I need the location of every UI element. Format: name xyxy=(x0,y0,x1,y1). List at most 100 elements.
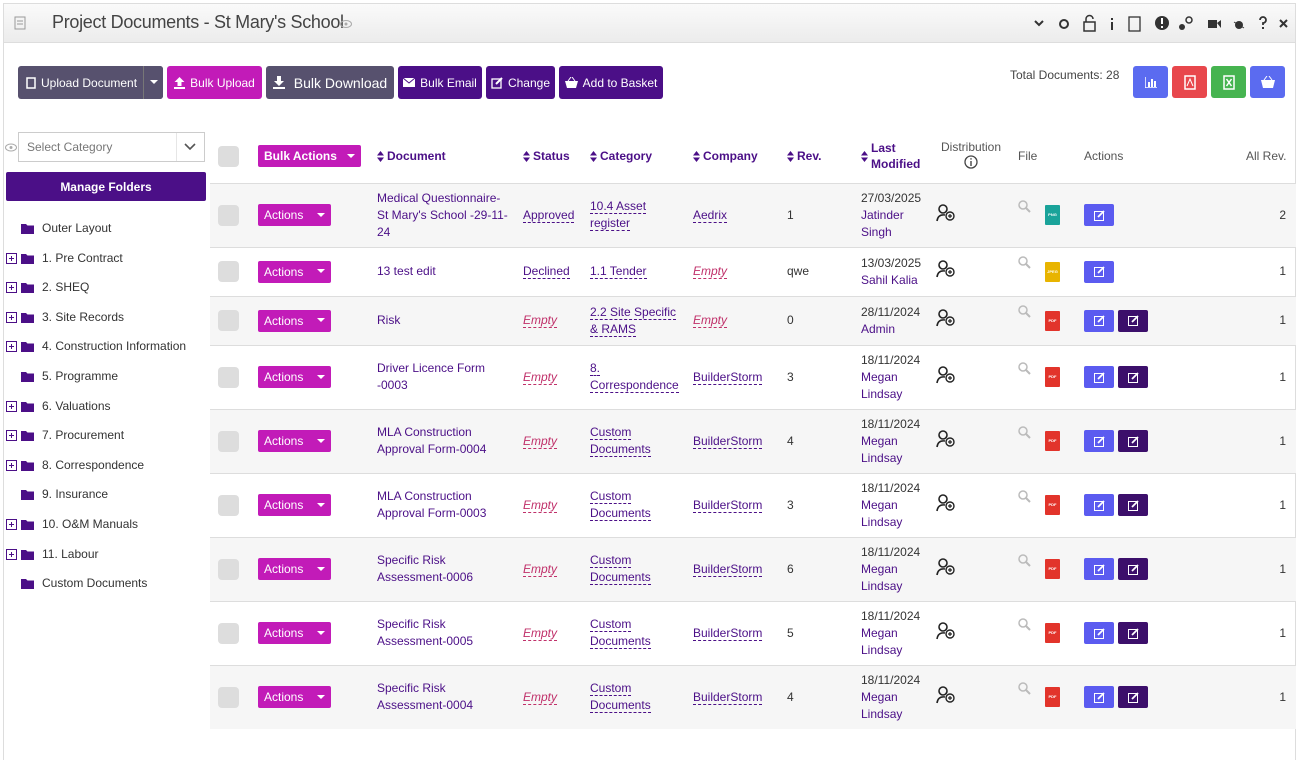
edit-button[interactable] xyxy=(1084,494,1114,516)
header-label[interactable]: Last Modified xyxy=(871,141,921,172)
actions-button[interactable]: Actions xyxy=(258,494,332,516)
company-value[interactable]: Aedrix xyxy=(693,207,728,223)
category-link[interactable]: 10.4 Asset register xyxy=(590,199,647,231)
category-link[interactable]: Custom Documents xyxy=(590,617,651,649)
edit-button[interactable] xyxy=(1084,686,1114,708)
status-value[interactable]: Empty xyxy=(523,433,558,449)
folder-item[interactable]: Outer Layout xyxy=(0,214,210,244)
status-value[interactable]: Approved xyxy=(523,207,575,223)
revise-button[interactable] xyxy=(1118,366,1148,388)
actions-button[interactable]: Actions xyxy=(258,366,332,388)
category-link[interactable]: Custom Documents xyxy=(590,489,651,521)
category-select[interactable]: Select Category xyxy=(18,132,205,162)
revise-button[interactable] xyxy=(1118,686,1148,708)
select-all-checkbox[interactable] xyxy=(218,145,239,167)
edit-button[interactable] xyxy=(1084,366,1114,388)
actions-button[interactable]: Actions xyxy=(258,558,332,580)
folder-item[interactable]: 8. Correspondence xyxy=(0,451,210,481)
distribution-icon[interactable] xyxy=(936,429,956,451)
actions-button[interactable]: Actions xyxy=(258,204,332,226)
header-label[interactable]: Document xyxy=(387,148,446,163)
category-link[interactable]: 2.2 Site Specific & RAMS xyxy=(590,304,677,337)
bulk-email-button[interactable]: Bulk Email xyxy=(398,66,482,99)
status-value[interactable]: Declined xyxy=(523,264,570,279)
document-link[interactable]: Risk xyxy=(377,313,401,327)
company-value[interactable]: Empty xyxy=(693,264,728,279)
actions-button[interactable]: Actions xyxy=(258,686,332,708)
revise-button[interactable] xyxy=(1118,309,1148,332)
category-link[interactable]: 8. Correspondence xyxy=(590,361,679,393)
file-icon[interactable]: PDF xyxy=(1045,431,1060,451)
document-link[interactable]: Specific Risk Assessment-0005 xyxy=(377,617,474,648)
folder-item[interactable]: 11. Labour xyxy=(0,540,210,570)
document-link[interactable]: Medical Questionnaire-St Mary's School -… xyxy=(377,190,508,239)
edit-button[interactable] xyxy=(1084,260,1114,283)
status-value[interactable]: Empty xyxy=(523,625,558,641)
basket-button[interactable]: Add to Basket xyxy=(559,66,663,99)
file-icon[interactable]: PDF xyxy=(1045,559,1060,579)
folder-item[interactable]: 2. SHEQ xyxy=(0,273,210,303)
company-value[interactable]: BuilderStorm xyxy=(693,369,763,385)
edit-button[interactable] xyxy=(1084,204,1114,226)
company-value[interactable]: BuilderStorm xyxy=(693,433,763,449)
watch-icon[interactable] xyxy=(340,19,352,29)
row-checkbox[interactable] xyxy=(218,310,239,331)
revise-button[interactable] xyxy=(1118,430,1148,452)
row-checkbox[interactable] xyxy=(218,622,239,644)
header-label[interactable]: Company xyxy=(703,148,758,163)
file-icon[interactable]: JPEG xyxy=(1045,261,1060,282)
folder-item[interactable]: Custom Documents xyxy=(0,569,210,599)
file-icon[interactable]: PDF xyxy=(1045,310,1060,331)
distribution-icon[interactable] xyxy=(936,203,956,225)
status-value[interactable]: Empty xyxy=(523,561,558,577)
revise-button[interactable] xyxy=(1118,558,1148,580)
category-link[interactable]: Custom Documents xyxy=(590,425,651,457)
folder-item[interactable]: 5. Programme xyxy=(0,362,210,392)
upload-caret[interactable] xyxy=(143,66,163,99)
row-checkbox[interactable] xyxy=(218,204,239,226)
distribution-icon[interactable] xyxy=(936,557,956,579)
distribution-icon[interactable] xyxy=(936,309,956,330)
file-icon[interactable]: PDF xyxy=(1045,367,1060,387)
change-button[interactable]: Change xyxy=(486,66,555,99)
actions-button[interactable]: Actions xyxy=(258,309,332,332)
document-link[interactable]: Driver Licence Form -0003 xyxy=(377,361,486,392)
chart-export[interactable] xyxy=(1133,66,1168,98)
row-checkbox[interactable] xyxy=(218,261,239,282)
file-icon[interactable]: PDF xyxy=(1045,495,1060,515)
document-link[interactable]: Specific Risk Assessment-0004 xyxy=(377,681,474,712)
pdf-export[interactable] xyxy=(1172,66,1207,98)
document-link[interactable]: MLA Construction Approval Form-0003 xyxy=(377,489,487,520)
folder-item[interactable]: 3. Site Records xyxy=(0,303,210,333)
manage-folders-button[interactable]: Manage Folders xyxy=(6,172,206,201)
status-value[interactable]: Empty xyxy=(523,313,558,328)
distribution-icon[interactable] xyxy=(936,621,956,643)
company-value[interactable]: BuilderStorm xyxy=(693,497,763,513)
revise-button[interactable] xyxy=(1118,494,1148,516)
header-label[interactable]: Status xyxy=(533,148,570,163)
file-icon[interactable]: PDF xyxy=(1045,623,1060,643)
edit-button[interactable] xyxy=(1084,622,1114,644)
row-checkbox[interactable] xyxy=(218,558,239,580)
folder-item[interactable]: 9. Insurance xyxy=(0,480,210,510)
folder-item[interactable]: 4. Construction Information xyxy=(0,332,210,362)
row-checkbox[interactable] xyxy=(218,430,239,452)
excel-export[interactable] xyxy=(1211,66,1246,98)
row-checkbox[interactable] xyxy=(218,366,239,388)
bulk-upload-button[interactable]: Bulk Upload xyxy=(167,66,262,99)
edit-button[interactable] xyxy=(1084,309,1114,332)
actions-button[interactable]: Actions xyxy=(258,260,332,283)
distribution-icon[interactable] xyxy=(936,365,956,387)
folder-item[interactable]: 7. Procurement xyxy=(0,421,210,451)
status-value[interactable]: Empty xyxy=(523,369,558,385)
status-value[interactable]: Empty xyxy=(523,497,558,513)
upload-button[interactable]: Upload Document xyxy=(18,66,163,99)
distribution-icon[interactable] xyxy=(936,493,956,515)
actions-button[interactable]: Actions xyxy=(258,430,332,452)
category-link[interactable]: Custom Documents xyxy=(590,681,651,713)
company-value[interactable]: BuilderStorm xyxy=(693,561,763,577)
header-label[interactable]: Rev. xyxy=(797,148,822,163)
edit-button[interactable] xyxy=(1084,558,1114,580)
header-label[interactable]: Category xyxy=(600,148,653,163)
row-checkbox[interactable] xyxy=(218,686,239,708)
